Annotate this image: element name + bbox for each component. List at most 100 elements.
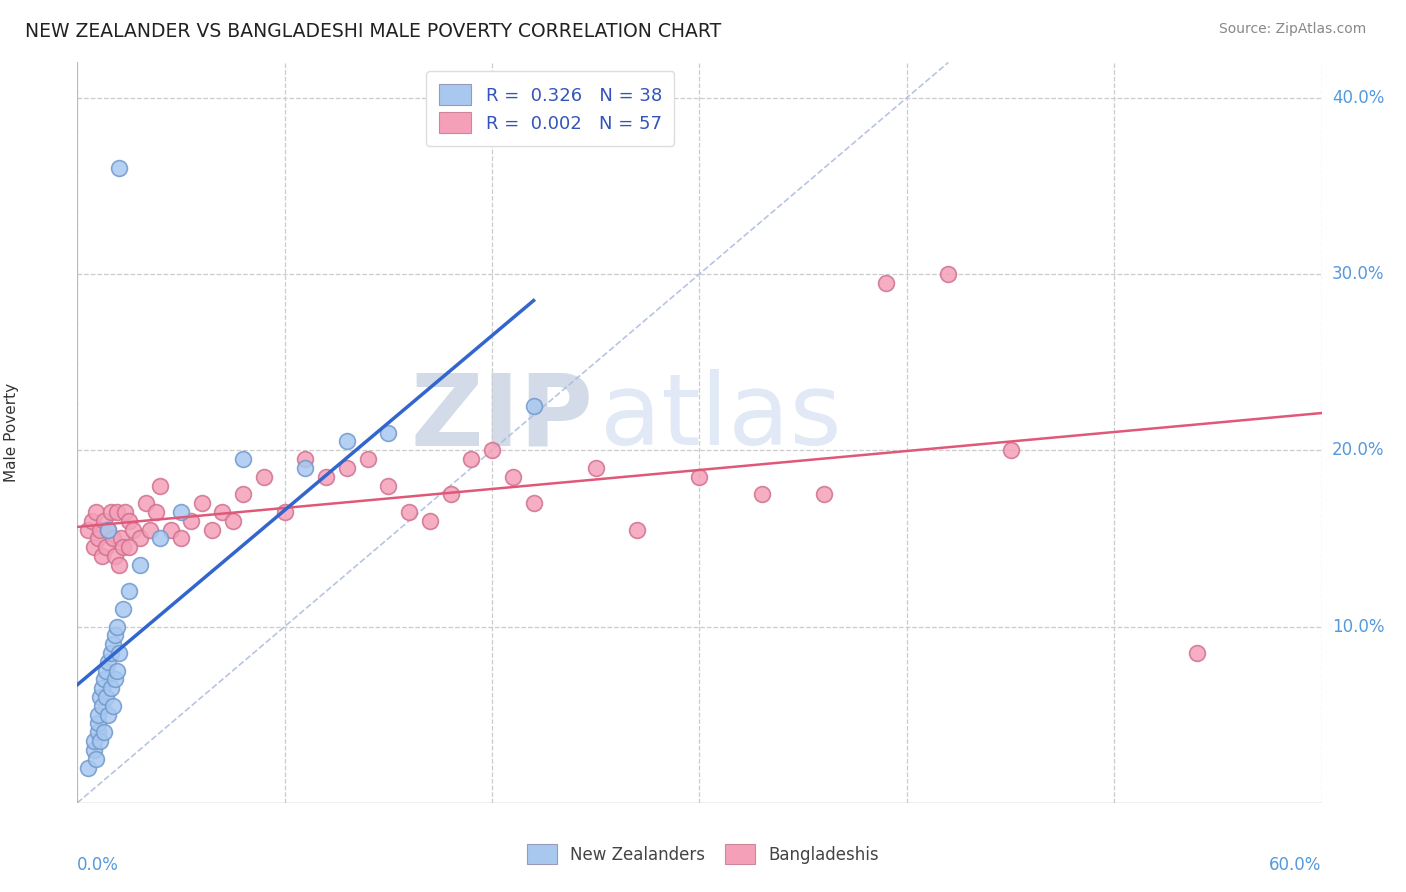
Legend: New Zealanders, Bangladeshis: New Zealanders, Bangladeshis: [520, 838, 886, 871]
Point: [93, 725, 115, 739]
Point: [128, 558, 150, 572]
Point: [149, 532, 172, 546]
Point: [170, 532, 193, 546]
Point: [936, 267, 959, 281]
Point: [91, 698, 114, 713]
Point: [118, 514, 141, 528]
Point: [190, 496, 214, 510]
Point: [336, 461, 359, 475]
Point: [170, 505, 193, 519]
Point: [145, 505, 167, 519]
Point: [357, 452, 380, 467]
Point: [122, 523, 145, 537]
Point: [114, 505, 136, 519]
Point: [502, 469, 524, 483]
Point: [149, 478, 172, 492]
Point: [105, 619, 128, 633]
Point: [585, 461, 607, 475]
Point: [105, 505, 128, 519]
Point: [96, 690, 118, 704]
Point: [87, 707, 110, 722]
Text: NEW ZEALANDER VS BANGLADESHI MALE POVERTY CORRELATION CHART: NEW ZEALANDER VS BANGLADESHI MALE POVERT…: [25, 22, 721, 41]
Text: 30.0%: 30.0%: [1331, 265, 1385, 283]
Point: [398, 505, 420, 519]
Point: [93, 514, 115, 528]
Point: [253, 469, 276, 483]
Point: [377, 425, 399, 440]
Text: Male Poverty: Male Poverty: [4, 383, 20, 483]
Point: [377, 478, 399, 492]
Point: [139, 523, 162, 537]
Point: [104, 673, 127, 687]
Point: [222, 514, 245, 528]
Point: [101, 532, 124, 546]
Point: [91, 681, 114, 696]
Text: 60.0%: 60.0%: [1270, 855, 1322, 873]
Point: [107, 558, 129, 572]
Point: [87, 725, 110, 739]
Point: [626, 523, 648, 537]
Point: [689, 469, 711, 483]
Point: [97, 523, 120, 537]
Point: [83, 734, 105, 748]
Point: [294, 461, 316, 475]
Point: [101, 698, 124, 713]
Point: [751, 487, 773, 501]
Point: [336, 434, 359, 449]
Point: [89, 690, 111, 704]
Point: [105, 664, 128, 678]
Point: [273, 505, 295, 519]
Point: [101, 637, 124, 651]
Point: [1187, 646, 1209, 660]
Text: atlas: atlas: [600, 369, 842, 467]
Text: ZIP: ZIP: [411, 369, 593, 467]
Text: 40.0%: 40.0%: [1331, 88, 1385, 107]
Point: [100, 646, 122, 660]
Point: [89, 734, 111, 748]
Point: [128, 532, 150, 546]
Point: [110, 532, 132, 546]
Point: [96, 664, 118, 678]
Point: [232, 452, 254, 467]
Text: Source: ZipAtlas.com: Source: ZipAtlas.com: [1219, 22, 1367, 37]
Point: [80, 514, 103, 528]
Point: [76, 523, 98, 537]
Point: [87, 532, 110, 546]
Point: [523, 399, 546, 413]
Point: [118, 584, 141, 599]
Point: [813, 487, 835, 501]
Point: [118, 540, 141, 554]
Point: [111, 540, 134, 554]
Point: [201, 523, 224, 537]
Point: [93, 673, 115, 687]
Point: [84, 505, 107, 519]
Point: [76, 760, 98, 774]
Point: [100, 505, 122, 519]
Point: [180, 514, 202, 528]
Point: [97, 523, 120, 537]
Point: [523, 496, 546, 510]
Text: 20.0%: 20.0%: [1331, 442, 1385, 459]
Point: [83, 540, 105, 554]
Legend: R =  0.326   N = 38, R =  0.002   N = 57: R = 0.326 N = 38, R = 0.002 N = 57: [426, 71, 675, 145]
Point: [107, 646, 129, 660]
Point: [232, 487, 254, 501]
Point: [107, 161, 129, 176]
Point: [315, 469, 337, 483]
Point: [83, 743, 105, 757]
Point: [84, 752, 107, 766]
Point: [460, 452, 482, 467]
Point: [439, 487, 461, 501]
Point: [419, 514, 441, 528]
Text: 10.0%: 10.0%: [1331, 617, 1385, 635]
Point: [89, 523, 111, 537]
Point: [97, 707, 120, 722]
Point: [875, 276, 897, 290]
Point: [100, 681, 122, 696]
Point: [135, 496, 157, 510]
Point: [87, 716, 110, 731]
Point: [97, 655, 120, 669]
Point: [104, 549, 127, 563]
Point: [104, 628, 127, 642]
Point: [294, 452, 316, 467]
